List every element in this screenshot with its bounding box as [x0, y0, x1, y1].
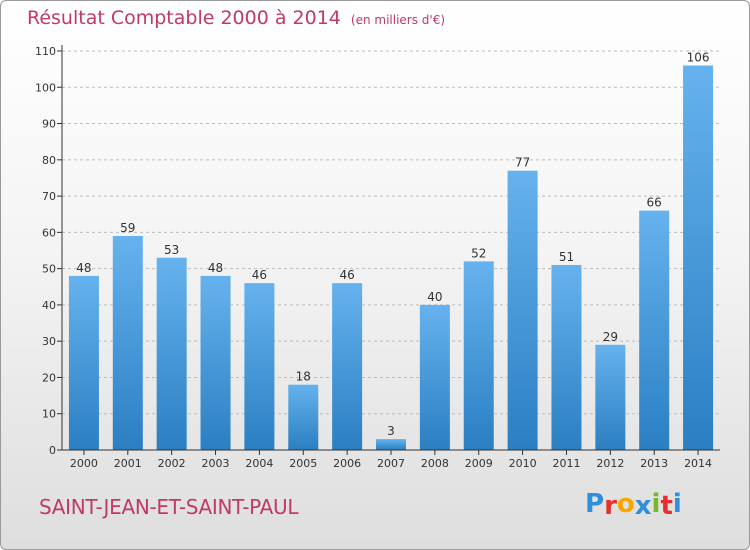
- bar: [463, 261, 494, 450]
- y-tick-label: 60: [42, 226, 56, 239]
- x-axis-ticks: 2000 2001 2002 2003 2004 2005 2006 2007 2008 2009…: [70, 450, 712, 470]
- bar-value-label: 40: [427, 290, 442, 304]
- logo-letter: t: [660, 491, 673, 521]
- x-tick-label: 2000: [70, 457, 98, 470]
- bar-value-label: 48: [76, 261, 91, 275]
- bar-value-label: 59: [120, 221, 135, 235]
- bars: [68, 65, 714, 450]
- x-tick-label: 2001: [114, 457, 142, 470]
- x-tick-label: 2010: [509, 457, 537, 470]
- logo-letter: x: [634, 491, 652, 521]
- bar: [288, 384, 319, 450]
- bar: [376, 439, 406, 450]
- x-tick-label: 2006: [333, 457, 361, 470]
- bar-value-label: 48: [208, 261, 223, 275]
- x-tick-label: 2012: [596, 457, 624, 470]
- bar: [507, 170, 538, 450]
- bar: [551, 265, 582, 450]
- x-tick-label: 2002: [158, 457, 186, 470]
- y-tick-label: 0: [49, 444, 56, 457]
- logo-letter: r: [604, 491, 617, 521]
- x-tick-label: 2014: [684, 457, 712, 470]
- x-tick-label: 2013: [640, 457, 668, 470]
- logo-letter: P: [585, 489, 605, 519]
- bar: [595, 344, 626, 450]
- bar: [332, 283, 363, 450]
- bar: [419, 304, 450, 450]
- bar-value-label: 52: [471, 246, 486, 260]
- bar-value-label: 51: [559, 250, 574, 264]
- bar: [200, 275, 231, 450]
- bar: [244, 283, 275, 450]
- proxiti-logo: Proxiti: [585, 489, 682, 521]
- y-tick-label: 40: [42, 299, 56, 312]
- commune-name: SAINT-JEAN-ET-SAINT-PAUL: [39, 495, 299, 519]
- bar: [639, 210, 670, 450]
- bar-value-label: 53: [164, 243, 179, 257]
- bar: [68, 275, 99, 450]
- bar-value-label: 77: [515, 156, 530, 170]
- x-tick-label: 2007: [377, 457, 405, 470]
- y-tick-label: 10: [42, 408, 56, 421]
- x-tick-label: 2005: [289, 457, 317, 470]
- x-tick-label: 2011: [552, 457, 580, 470]
- bar-value-label: 29: [603, 330, 618, 344]
- y-tick-label: 20: [42, 371, 56, 384]
- chart-subtitle: (en milliers d'€): [350, 13, 446, 27]
- bar-value-label: 3: [387, 424, 395, 438]
- bar: [683, 65, 714, 450]
- bar-value-label: 46: [339, 268, 354, 282]
- y-tick-label: 100: [35, 81, 56, 94]
- data-labels: 48 59 53 48 46 18 46 3 40 52 77 51 29 66 106: [76, 51, 709, 439]
- y-tick-label: 110: [35, 45, 56, 58]
- bar-value-label: 66: [647, 196, 662, 210]
- y-tick-label: 90: [42, 118, 56, 131]
- x-tick-label: 2004: [245, 457, 273, 470]
- logo-letter: o: [616, 489, 635, 519]
- y-tick-label: 80: [42, 154, 56, 167]
- chart-title: Résultat Comptable 2000 à 2014: [27, 7, 341, 29]
- chart-title-block: Résultat Comptable 2000 à 2014 (en millie…: [27, 7, 445, 29]
- bar-value-label: 106: [687, 51, 710, 65]
- x-tick-label: 2009: [465, 457, 493, 470]
- y-tick-label: 50: [42, 263, 56, 276]
- bar: [112, 235, 143, 450]
- bar-value-label: 46: [252, 268, 267, 282]
- logo-letter: i: [672, 489, 682, 519]
- y-axis-ticks: 0 10 20 30 40 50 60 70 80 90 100 110: [35, 45, 62, 457]
- y-tick-label: 70: [42, 190, 56, 203]
- y-tick-label: 30: [42, 335, 56, 348]
- bar: [156, 257, 187, 450]
- bar-value-label: 18: [296, 370, 311, 384]
- logo-letter: i: [651, 489, 661, 519]
- x-tick-label: 2008: [421, 457, 449, 470]
- x-tick-label: 2003: [202, 457, 230, 470]
